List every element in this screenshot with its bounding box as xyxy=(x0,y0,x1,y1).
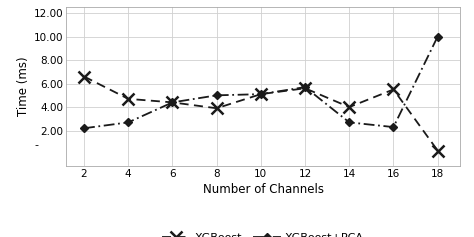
XGBoost xyxy=(346,106,352,109)
XGBoost xyxy=(391,88,396,91)
XGBoost+PCA xyxy=(346,121,352,124)
XGBoost+PCA xyxy=(214,94,219,97)
XGBoost xyxy=(435,149,440,152)
XGBoost xyxy=(81,75,87,78)
XGBoost+PCA xyxy=(81,127,87,130)
XGBoost xyxy=(214,107,219,110)
XGBoost+PCA xyxy=(170,101,175,104)
XGBoost xyxy=(258,93,264,96)
XGBoost xyxy=(302,87,308,90)
XGBoost+PCA xyxy=(302,86,308,88)
X-axis label: Number of Channels: Number of Channels xyxy=(202,183,324,196)
XGBoost xyxy=(126,97,131,100)
Line: XGBoost+PCA: XGBoost+PCA xyxy=(81,33,441,131)
XGBoost xyxy=(170,101,175,104)
XGBoost+PCA xyxy=(258,93,264,96)
XGBoost+PCA xyxy=(391,126,396,128)
Legend: XGBoost, XGBoost+PCA: XGBoost, XGBoost+PCA xyxy=(157,229,369,237)
XGBoost+PCA xyxy=(126,121,131,124)
XGBoost+PCA xyxy=(435,35,440,38)
Y-axis label: Time (ms): Time (ms) xyxy=(17,57,30,116)
Line: XGBoost: XGBoost xyxy=(79,71,443,156)
Text: -: - xyxy=(35,140,39,150)
